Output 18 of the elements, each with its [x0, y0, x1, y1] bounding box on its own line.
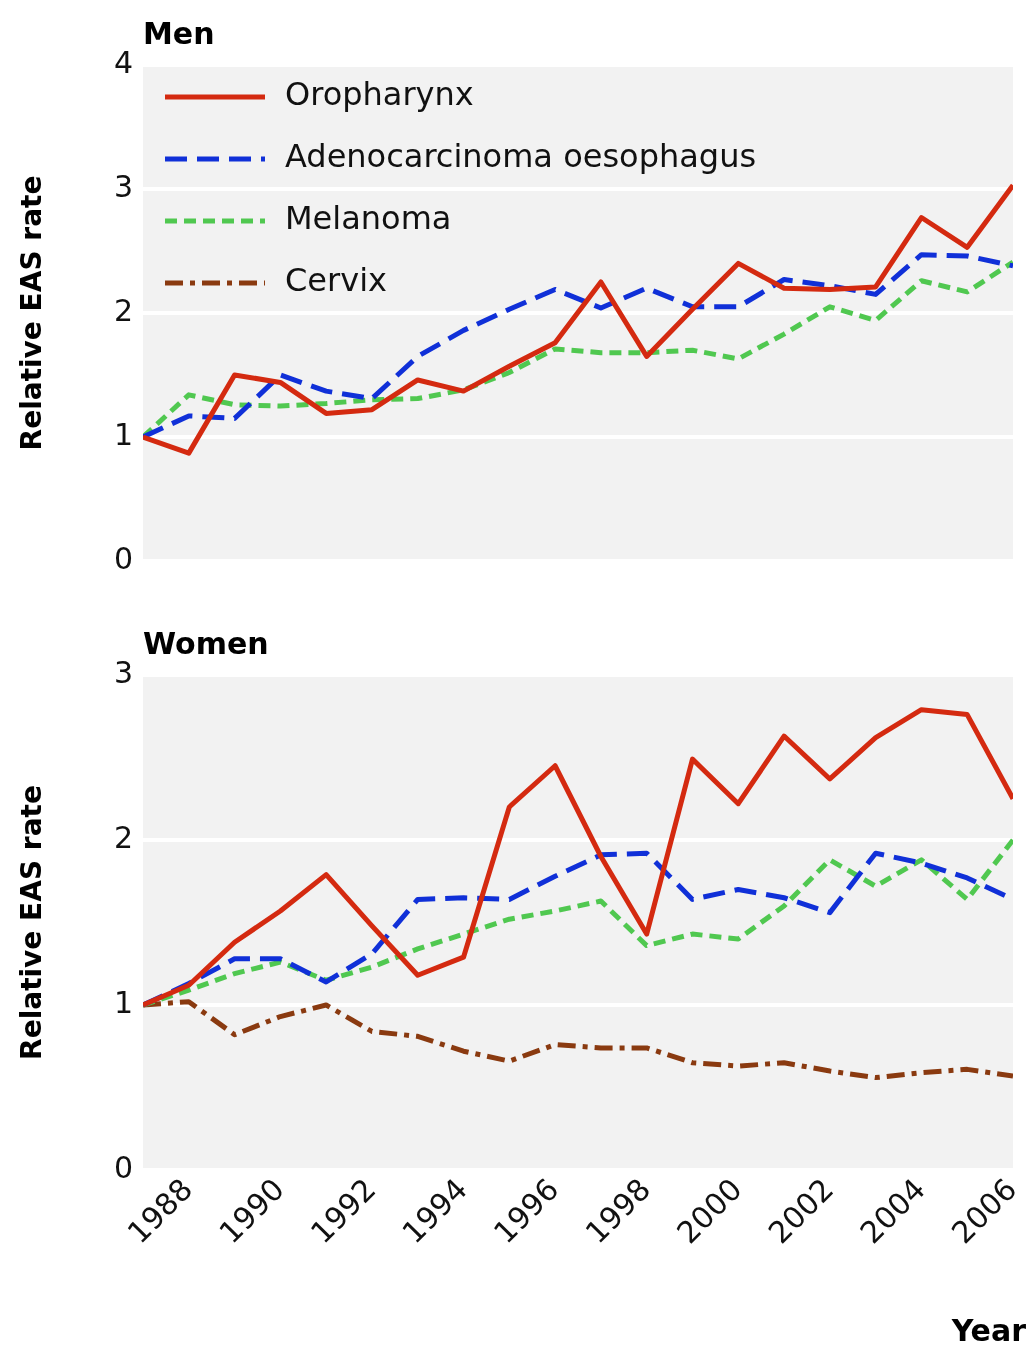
y-tick-label: 1: [113, 416, 133, 452]
chart-title: Women: [143, 625, 269, 661]
legend-label: Melanoma: [285, 199, 452, 238]
y-tick-label: 3: [113, 654, 133, 690]
y-axis-title: Relative EAS rate: [15, 785, 49, 1060]
legend-label: Adenocarcinoma oesophagus: [285, 137, 757, 176]
chart-title: Men: [143, 15, 215, 51]
y-tick-label: 2: [113, 819, 133, 855]
y-axis-title: Relative EAS rate: [15, 175, 49, 451]
legend-label: Oropharynx: [285, 75, 474, 114]
y-tick-label: 0: [113, 540, 133, 576]
y-tick-label: 4: [113, 44, 133, 80]
x-axis-title: Year: [950, 1312, 1027, 1348]
y-tick-label: 0: [113, 1149, 133, 1185]
y-tick-label: 1: [113, 984, 133, 1020]
legend-label: Cervix: [285, 261, 387, 300]
y-tick-label: 2: [113, 292, 133, 328]
y-tick-label: 3: [113, 168, 133, 204]
